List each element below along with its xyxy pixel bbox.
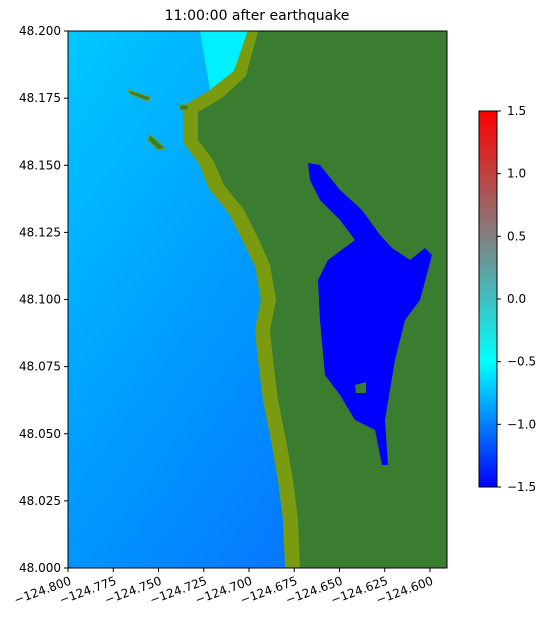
colorbar: −1.5 −1.0 −0.5 0.0 0.5 1.0 1.5 [478, 104, 536, 494]
y-tick-label: 48.050 [19, 427, 61, 441]
colorbar-tick-label: 1.0 [507, 167, 526, 181]
colorbar-tick-label: 0.0 [507, 292, 526, 306]
colorbar-tick-label: −1.0 [507, 417, 536, 431]
colorbar-tick-label: 0.5 [507, 229, 526, 243]
chart-title: 11:00:00 after earthquake [165, 8, 350, 24]
islets [127, 89, 189, 151]
y-tick-label: 48.200 [19, 24, 61, 38]
colorbar-tick-label: −1.5 [507, 480, 536, 494]
colorbar-scale [478, 110, 498, 488]
high-water [200, 31, 255, 90]
map [68, 31, 447, 568]
y-tick-label: 48.025 [19, 494, 61, 508]
y-tick-label: 48.000 [19, 561, 61, 575]
island [355, 382, 366, 393]
bay [308, 163, 432, 465]
y-tick-label: 48.150 [19, 158, 61, 172]
y-tick-label: 48.125 [19, 225, 61, 239]
y-tick-label: 48.100 [19, 293, 61, 307]
colorbar-tick-label: 1.5 [507, 104, 526, 118]
colorbar-tick-label: −0.5 [507, 355, 536, 369]
y-tick-label: 48.175 [19, 91, 61, 105]
y-tick-label: 48.075 [19, 360, 61, 374]
